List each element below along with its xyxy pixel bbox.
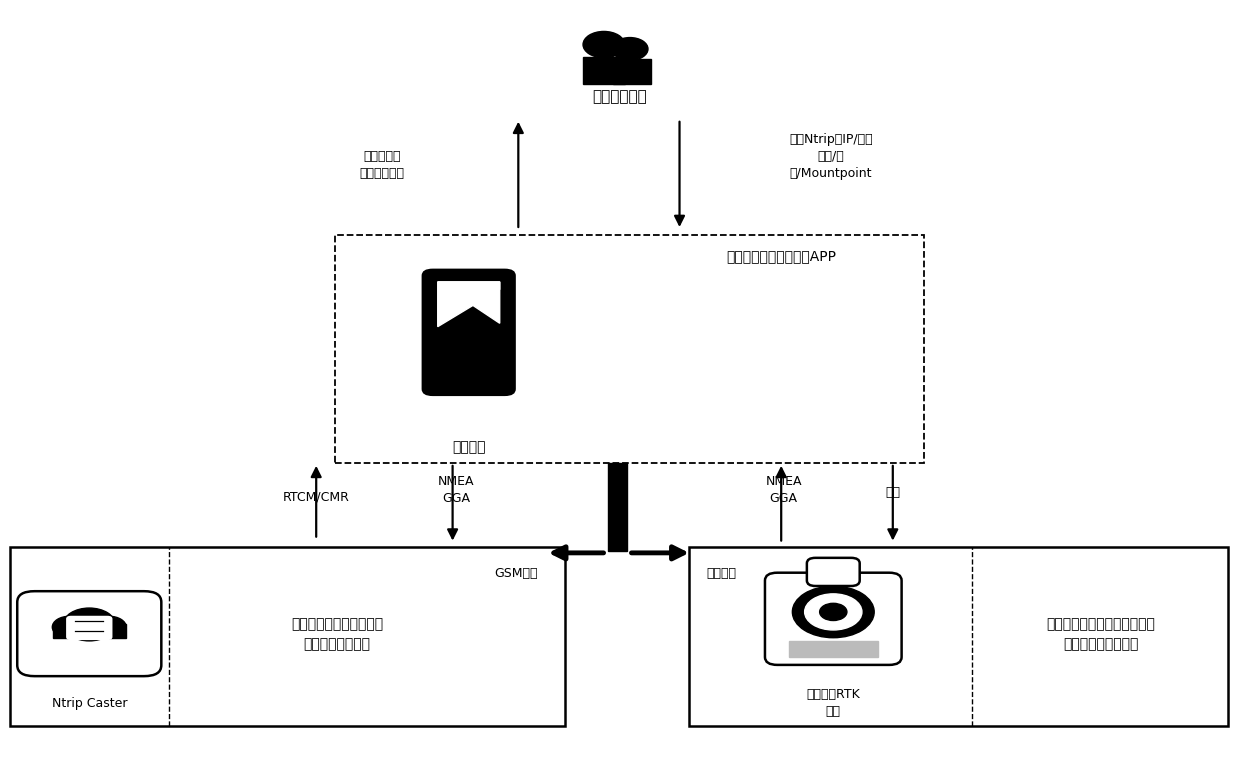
Bar [789,640,878,657]
Text: 账号/密: 账号/密 [817,150,844,163]
FancyBboxPatch shape [17,591,161,676]
Circle shape [805,594,862,630]
Text: NMEA: NMEA [438,475,475,488]
Text: 供电: 供电 [885,486,900,499]
Text: GSM通讯: GSM通讯 [494,567,538,579]
Circle shape [820,604,847,621]
Text: 智能北斗RTK: 智能北斗RTK [806,688,861,701]
Text: GGA: GGA [770,493,797,505]
Text: 解算获得高精度定位: 解算获得高精度定位 [1064,637,1138,651]
Text: NMEA: NMEA [765,475,802,488]
Circle shape [92,616,126,638]
Circle shape [611,38,649,60]
Text: 设备: 设备 [826,705,841,718]
Text: RTCM/CMR: RTCM/CMR [283,490,350,503]
Circle shape [63,608,115,641]
Circle shape [792,586,874,638]
Polygon shape [438,282,500,323]
FancyBboxPatch shape [10,547,565,726]
FancyBboxPatch shape [66,615,113,640]
Text: 位置坐标服务: 位置坐标服务 [360,167,404,180]
Bar [608,463,627,551]
Text: GGA: GGA [443,493,470,505]
FancyBboxPatch shape [765,572,901,665]
Text: 基于野外人员位置，发送: 基于野外人员位置，发送 [291,617,383,631]
Text: 码/Mountpoint: 码/Mountpoint [790,167,872,180]
Text: 运行智能地质调查系统APP: 运行智能地质调查系统APP [727,249,836,264]
Text: 提供高精度: 提供高精度 [363,150,401,163]
Circle shape [583,31,625,58]
Text: 串口通讯: 串口通讯 [707,567,737,579]
FancyBboxPatch shape [689,547,1228,726]
Text: 设置Ntrip的IP/端口: 设置Ntrip的IP/端口 [789,133,873,145]
FancyBboxPatch shape [807,558,859,586]
Text: 野外地质人员: 野外地质人员 [593,89,647,105]
Polygon shape [438,282,500,327]
Bar [53,625,125,638]
Polygon shape [613,59,651,84]
Text: 智能手机: 智能手机 [451,440,486,454]
Circle shape [52,616,87,638]
Text: 接收卫星定位信号和差分数据: 接收卫星定位信号和差分数据 [1047,617,1156,631]
FancyBboxPatch shape [335,235,924,463]
Text: 相应的差分改正数: 相应的差分改正数 [304,637,371,651]
Polygon shape [583,56,625,84]
Text: Ntrip Caster: Ntrip Caster [52,698,126,710]
FancyBboxPatch shape [422,269,516,396]
